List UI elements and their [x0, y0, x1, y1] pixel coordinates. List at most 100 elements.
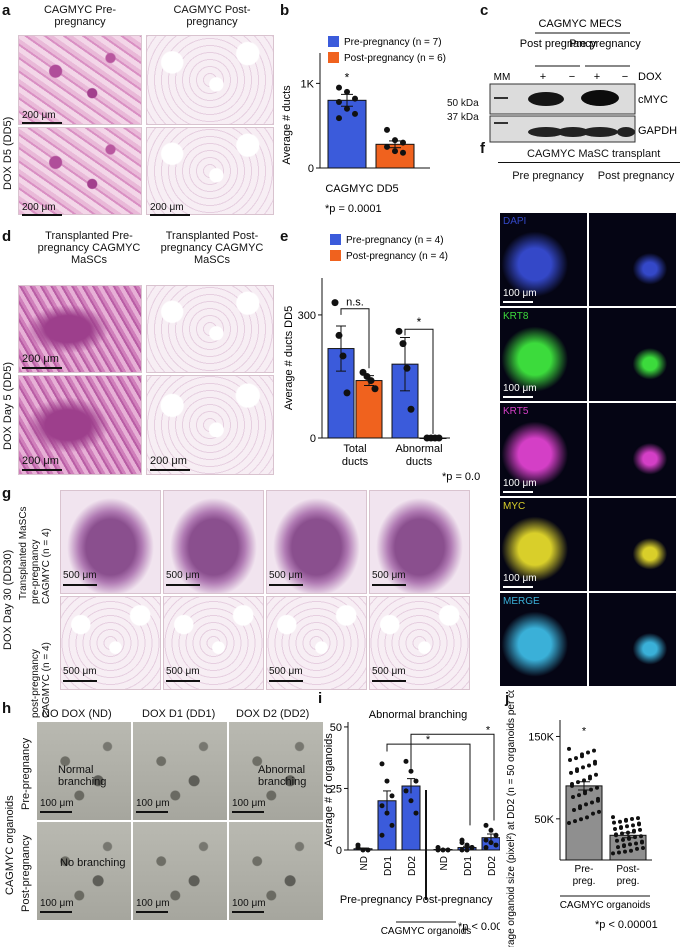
panel-f-col2: Post pregnancy — [597, 170, 675, 182]
lane-minus: − — [569, 71, 575, 83]
data-point — [493, 832, 499, 838]
scale-label: 100 μm — [40, 798, 74, 809]
lane-group-pre: Pre pregnancy — [569, 38, 641, 50]
bracket — [340, 308, 370, 369]
data-point — [352, 110, 358, 117]
data-point — [614, 833, 618, 838]
data-point — [582, 778, 586, 783]
group-label-pre: Pre-pregnancy — [340, 894, 413, 906]
legend-swatch-pre — [328, 36, 339, 47]
band — [528, 92, 564, 106]
histology-image — [60, 490, 161, 594]
p-value: *p < 0.00001 — [595, 919, 658, 931]
bracket — [410, 733, 495, 821]
chart-title: Abnormal branching — [369, 709, 467, 721]
data-point — [626, 830, 630, 835]
data-point — [570, 783, 574, 788]
data-point — [389, 793, 395, 799]
scale-bar — [136, 911, 168, 913]
scale-bar — [232, 911, 264, 913]
panel-f-col1: Pre pregnancy — [512, 170, 584, 182]
data-point — [395, 327, 403, 335]
data-point — [365, 847, 371, 853]
y-tick-label: 50K — [534, 814, 554, 826]
data-point — [581, 765, 585, 770]
data-point — [584, 802, 588, 807]
histology-image — [60, 596, 161, 690]
category-label: ducts — [342, 456, 369, 468]
data-point — [590, 800, 594, 805]
data-point — [335, 331, 343, 339]
panel-a-label: a — [2, 2, 11, 19]
fluorescence-image — [589, 213, 676, 306]
data-point — [360, 847, 366, 853]
scale-bar — [372, 680, 406, 682]
y-axis-label: Average # ducts DD5 — [283, 306, 295, 410]
data-point — [331, 299, 339, 307]
panel-j-label: j — [505, 690, 510, 707]
panel-e-label: e — [280, 228, 289, 245]
bar — [401, 785, 421, 851]
data-point — [627, 836, 631, 841]
data-point — [632, 829, 636, 834]
data-point — [483, 845, 489, 851]
panel-h-col1: NO DOX (ND) — [42, 708, 112, 720]
data-point — [403, 788, 409, 794]
data-point — [623, 849, 627, 854]
data-point — [585, 815, 589, 820]
scale-bar — [150, 469, 190, 471]
data-point — [636, 816, 640, 821]
scale-bar — [503, 491, 533, 493]
chart-i: Abnormal branching Average # of organoid… — [323, 709, 500, 937]
panel-d-rowlabel: DOX Day 5 (DD5) — [2, 361, 14, 450]
fluorescence-image — [589, 498, 676, 591]
data-point — [619, 826, 623, 831]
data-point — [336, 115, 342, 122]
panel-a-rowlabel: DOX D5 (DD5) — [2, 116, 14, 190]
data-point — [592, 748, 596, 753]
legend-pre: Pre-pregnancy (n = 4) — [346, 235, 444, 246]
data-point — [634, 841, 638, 846]
legend-swatch-post — [328, 52, 339, 63]
scale-bar — [232, 811, 264, 813]
chart-j: Average organoid size (pixel²) at DD2 (n… — [506, 690, 658, 947]
channel-label: KRT8 — [503, 311, 529, 322]
data-point — [435, 845, 441, 851]
scale-label: 500 μm — [63, 570, 97, 581]
channel-label: MYC — [503, 501, 526, 512]
organoid-image — [229, 722, 323, 820]
fluorescence-image — [500, 403, 587, 496]
data-point — [631, 823, 635, 828]
data-point — [384, 126, 390, 133]
data-point — [403, 758, 409, 764]
ns-label: n.s. — [346, 297, 364, 309]
histology-image — [163, 490, 264, 594]
data-point — [469, 845, 475, 851]
data-point — [343, 389, 351, 397]
data-point — [621, 837, 625, 842]
p-value: *p = 0.03 — [442, 471, 480, 483]
histology-image — [18, 127, 142, 215]
data-point — [641, 845, 645, 850]
data-point — [575, 769, 579, 774]
panel-d-label: d — [2, 228, 12, 245]
data-point — [572, 807, 576, 812]
fluorescence-image — [589, 308, 676, 401]
fluorescence-image — [500, 213, 587, 306]
p-value: *p = 0.0001 — [325, 203, 382, 215]
histology-image — [146, 375, 274, 475]
data-point — [583, 791, 587, 796]
panel-d-col1: Transplanted Pre-pregnancy CAGMYC MaSCs — [37, 230, 141, 267]
scale-label: 500 μm — [372, 570, 406, 581]
data-point — [567, 746, 571, 751]
x-tick-label: DD1 — [383, 856, 394, 876]
data-point — [336, 84, 342, 91]
marker-50kda: 50 kDa — [447, 98, 479, 109]
annotation-normal-branching: Normal branching — [58, 764, 107, 789]
histology-image — [266, 490, 367, 594]
panel-g-rowlabel: DOX Day 30 (DD30) — [2, 549, 14, 650]
band-label-cmyc: cMYC — [638, 94, 668, 106]
group-label-post: Post-pregnancy — [415, 894, 493, 906]
lane-plus: + — [594, 71, 600, 83]
data-point — [379, 803, 385, 809]
